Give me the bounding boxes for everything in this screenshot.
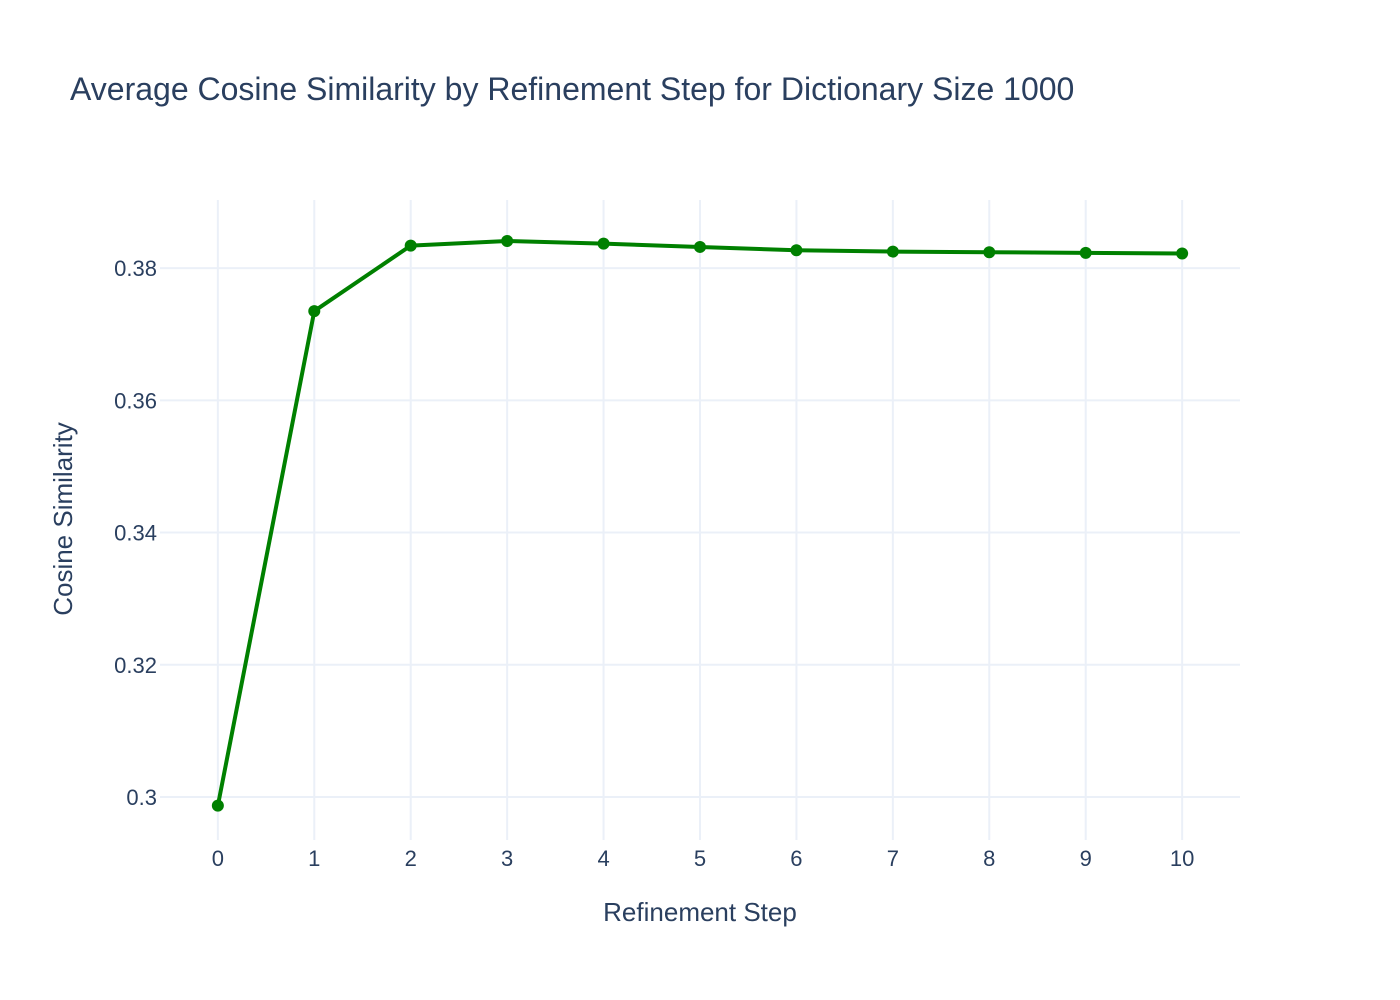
data-point[interactable] (983, 246, 996, 259)
data-point[interactable] (1176, 247, 1189, 260)
y-tick-label: 0.32 (114, 653, 157, 678)
data-point[interactable] (211, 799, 224, 812)
data-point[interactable] (308, 305, 321, 318)
data-point[interactable] (1079, 246, 1092, 259)
x-tick-label: 0 (212, 846, 224, 871)
y-gridlines (160, 267, 1240, 799)
data-point[interactable] (886, 245, 899, 258)
x-tick-label: 5 (694, 846, 706, 871)
y-tick-label: 0.38 (114, 256, 157, 281)
x-tick-label: 2 (405, 846, 417, 871)
x-tick-label: 4 (597, 846, 609, 871)
x-tick-label: 9 (1080, 846, 1092, 871)
x-axis-title: Refinement Step (603, 897, 797, 927)
chart-title: Average Cosine Similarity by Refinement … (70, 71, 1074, 107)
x-tick-label: 3 (501, 846, 513, 871)
data-point[interactable] (597, 237, 610, 250)
y-tick-label: 0.3 (126, 785, 157, 810)
y-axis-ticks: 0.3 0.32 0.34 0.36 0.38 (114, 256, 157, 810)
y-axis-title: Cosine Similarity (48, 422, 78, 616)
x-tick-label: 7 (887, 846, 899, 871)
x-tick-label: 8 (983, 846, 995, 871)
x-axis-ticks: 0 1 2 3 4 5 6 7 8 9 10 (212, 846, 1195, 871)
x-tick-label: 1 (308, 846, 320, 871)
data-point[interactable] (790, 244, 803, 257)
series-layer (211, 234, 1189, 812)
x-tick-label: 10 (1170, 846, 1194, 871)
data-point[interactable] (501, 234, 514, 247)
y-tick-label: 0.36 (114, 388, 157, 413)
data-point[interactable] (694, 240, 706, 253)
y-tick-label: 0.34 (114, 521, 157, 546)
x-gridlines (216, 200, 1184, 840)
data-point[interactable] (404, 239, 417, 252)
x-tick-label: 6 (790, 846, 802, 871)
